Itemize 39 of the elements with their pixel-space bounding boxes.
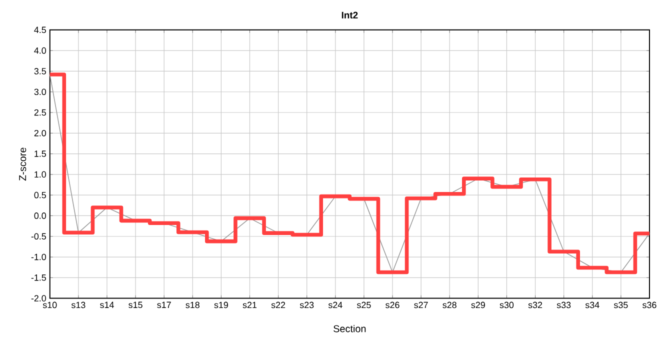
y-tick-label: 2.0 [34, 130, 46, 136]
chart-title: Int2 [342, 12, 358, 18]
y-tick-label: 2.5 [34, 109, 46, 116]
x-tick-label: s19 [214, 302, 228, 308]
x-tick-label: s15 [128, 302, 142, 308]
x-tick-label: s24 [328, 302, 342, 308]
y-tick-label: -1.5 [31, 274, 46, 281]
x-tick-label: s18 [186, 302, 200, 308]
x-tick-label: s26 [386, 302, 400, 308]
x-tick-label: s34 [585, 302, 600, 308]
x-tick-label: s27 [414, 302, 428, 308]
y-tick-label: 0.5 [34, 192, 46, 198]
y-tick-label: -0.5 [31, 233, 46, 240]
x-tick-label: s14 [100, 302, 114, 308]
x-axis-title: Section [334, 324, 366, 332]
y-tick-label: 3.5 [34, 68, 46, 74]
x-tick-label: s17 [157, 302, 171, 308]
y-tick-label: -1.0 [31, 254, 46, 260]
y-tick-label: 4.5 [34, 26, 46, 33]
y-tick-label: 4.0 [34, 47, 46, 54]
x-tick-label: s28 [442, 302, 456, 308]
x-tick-label: s21 [242, 302, 257, 308]
x-tick-label: s30 [500, 302, 514, 308]
y-tick-label: 3.0 [34, 88, 46, 95]
y-tick-label: 0.0 [34, 212, 46, 219]
y-tick-label: -2.0 [31, 295, 46, 302]
x-tick-label: s29 [471, 302, 485, 308]
x-tick-label: s23 [300, 302, 314, 308]
x-tick-label: s25 [356, 302, 371, 308]
x-tick-label: s10 [42, 302, 57, 308]
x-tick-label: s33 [556, 302, 571, 308]
y-tick-label: 1.5 [34, 150, 46, 157]
x-tick-label: s35 [614, 302, 628, 308]
x-tick-label: s13 [71, 302, 86, 308]
y-axis-title: Z-score [19, 148, 26, 181]
x-tick-label: s32 [528, 302, 542, 308]
x-tick-label: s22 [271, 302, 286, 308]
x-tick-label: s36 [642, 302, 656, 308]
y-tick-label: 1.0 [34, 171, 46, 178]
